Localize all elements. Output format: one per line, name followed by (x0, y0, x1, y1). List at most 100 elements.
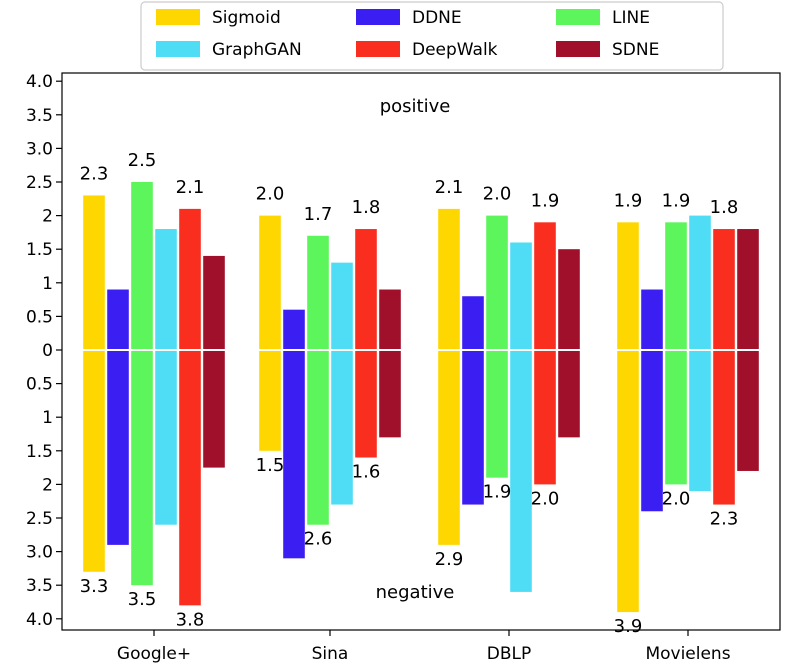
annotation-negative: negative (376, 582, 455, 603)
data-label-line-movielens-positive: 1.9 (662, 190, 691, 211)
bar-ddne-google-positive (107, 289, 129, 350)
bar-sigmoid-movielens-positive (617, 222, 639, 350)
bar-deepwalk-google-negative (179, 350, 201, 606)
data-label-sigmoid-movielens-positive: 1.9 (614, 190, 643, 211)
y-tick-label: 2 (42, 475, 53, 495)
y-tick-label: 1 (42, 408, 53, 428)
y-tick-label: 2.5 (26, 509, 53, 529)
bar-line-movielens-negative (665, 350, 687, 485)
bar-line-google-positive (131, 182, 153, 350)
bar-sigmoid-sina-negative (259, 350, 281, 451)
legend: Sigmoid DDNE LINE GraphGAN DeepWalk SDNE (140, 1, 724, 71)
bar-sdne-sina-negative (379, 350, 401, 438)
data-label-line-dblp-positive: 2.0 (483, 184, 512, 205)
data-label-sigmoid-dblp-negative: 2.9 (435, 549, 464, 570)
bar-deepwalk-dblp-negative (534, 350, 556, 485)
bar-graphgan-sina-negative (331, 350, 353, 505)
bar-graphgan-dblp-negative (510, 350, 532, 592)
data-label-line-google-negative: 3.5 (128, 589, 157, 610)
data-label-sigmoid-google-negative: 3.3 (80, 576, 109, 597)
data-label-sigmoid-google-positive: 2.3 (80, 163, 109, 184)
bar-sdne-sina-positive (379, 289, 401, 350)
bar-ddne-movielens-negative (641, 350, 663, 512)
legend-label-deepwalk: DeepWalk (412, 40, 498, 60)
x-axis: Google+ Sina DBLP Movielens (117, 630, 731, 664)
bar-sdne-google-negative (203, 350, 225, 468)
bar-sigmoid-sina-positive (259, 215, 281, 350)
bar-sdne-movielens-positive (737, 229, 759, 350)
data-label-line-sina-negative: 2.6 (304, 529, 333, 550)
plot-frame (61, 72, 781, 631)
bar-graphgan-sina-positive (331, 262, 353, 350)
bar-sdne-dblp-negative (558, 350, 580, 438)
legend-label-sigmoid: Sigmoid (212, 8, 281, 28)
bar-sdne-movielens-negative (737, 350, 759, 471)
bar-line-dblp-positive (486, 215, 508, 350)
data-labels: 2.3 2.5 2.1 3.3 3.5 3.8 2.0 1.7 1.8 1.5 2.6 1.6 2.1 2… (80, 150, 739, 637)
y-tick-label: 0.5 (26, 307, 53, 327)
y-tick-label: 3.5 (26, 576, 53, 596)
bar-line-movielens-positive (665, 222, 687, 350)
bar-line-sina-negative (307, 350, 329, 525)
bars-layer (83, 182, 759, 613)
bar-graphgan-google-positive (155, 229, 177, 350)
data-label-line-movielens-negative: 2.0 (662, 488, 691, 509)
bar-ddne-dblp-negative (462, 350, 484, 505)
data-label-line-sina-positive: 1.7 (304, 204, 333, 225)
bar-line-sina-positive (307, 235, 329, 350)
data-label-sigmoid-dblp-positive: 2.1 (435, 177, 464, 198)
bar-deepwalk-movielens-negative (713, 350, 735, 505)
bar-line-dblp-negative (486, 350, 508, 478)
x-tick-label-movielens: Movielens (645, 644, 730, 664)
data-label-sigmoid-movielens-negative: 3.9 (614, 616, 643, 637)
legend-swatch-deepwalk (356, 41, 400, 57)
x-tick-label-sina: Sina (312, 644, 349, 664)
bar-sdne-google-positive (203, 255, 225, 350)
bar-ddne-sina-positive (283, 309, 305, 350)
y-tick-label: 0 (42, 341, 53, 361)
bar-graphgan-movielens-negative (689, 350, 711, 492)
y-axis: 4.0 3.5 3.0 2.5 2 1.5 1 0.5 0 0.5 1 1.5 2 2.5 3.0 3.5 4.… (26, 72, 62, 630)
data-label-deepwalk-dblp-positive: 1.9 (531, 190, 560, 211)
data-label-deepwalk-sina-positive: 1.8 (352, 197, 381, 218)
bar-sigmoid-google-positive (83, 195, 105, 350)
bar-sdne-dblp-positive (558, 249, 580, 350)
data-label-sigmoid-sina-positive: 2.0 (256, 184, 285, 205)
data-label-deepwalk-dblp-negative: 2.0 (531, 488, 560, 509)
bar-deepwalk-dblp-positive (534, 222, 556, 350)
y-tick-label: 1 (42, 274, 53, 294)
y-tick-label: 4.0 (26, 72, 53, 92)
bar-graphgan-google-negative (155, 350, 177, 525)
legend-swatch-sdne (556, 41, 600, 57)
bar-sigmoid-google-negative (83, 350, 105, 572)
legend-label-graphgan: GraphGAN (212, 40, 302, 60)
legend-swatch-line (556, 9, 600, 25)
bar-graphgan-dblp-positive (510, 242, 532, 350)
x-tick-label-dblp: DBLP (487, 644, 531, 664)
bar-line-google-negative (131, 350, 153, 586)
legend-swatch-ddne (356, 9, 400, 25)
bar-sigmoid-dblp-positive (438, 208, 460, 350)
data-label-deepwalk-movielens-positive: 1.8 (710, 197, 739, 218)
y-tick-label: 1.5 (26, 442, 53, 462)
data-label-deepwalk-google-negative: 3.8 (176, 609, 205, 630)
legend-label-line: LINE (612, 8, 650, 28)
y-tick-label: 3.0 (26, 139, 53, 159)
bar-ddne-google-negative (107, 350, 129, 545)
annotation-positive: positive (380, 96, 451, 117)
legend-swatch-graphgan (156, 41, 200, 57)
y-tick-label: 3.5 (26, 106, 53, 126)
bar-deepwalk-sina-negative (355, 350, 377, 458)
y-tick-label: 3.0 (26, 543, 53, 563)
bar-deepwalk-sina-positive (355, 229, 377, 350)
legend-label-sdne: SDNE (612, 40, 659, 60)
bar-ddne-dblp-positive (462, 296, 484, 350)
x-tick-label-google: Google+ (117, 644, 191, 664)
y-tick-label: 1.5 (26, 240, 53, 260)
data-label-line-dblp-negative: 1.9 (483, 482, 512, 503)
y-tick-label: 4.0 (26, 610, 53, 630)
data-label-line-google-positive: 2.5 (128, 150, 157, 171)
bar-ddne-movielens-positive (641, 289, 663, 350)
legend-swatch-sigmoid (156, 9, 200, 25)
